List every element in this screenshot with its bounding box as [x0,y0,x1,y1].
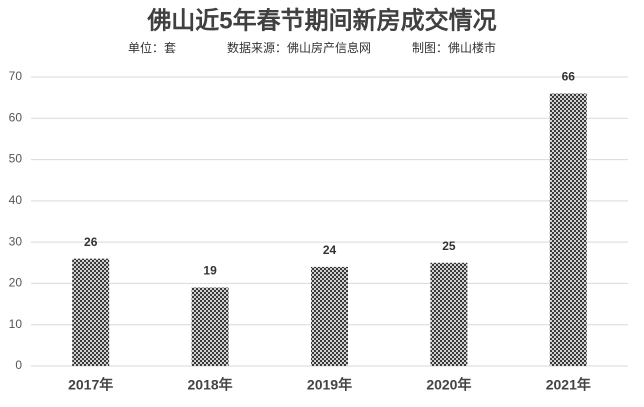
data-label: 66 [562,70,576,84]
y-tick-label: 50 [9,152,23,166]
x-tick-label: 2021年 [546,377,591,393]
y-tick-label: 60 [9,110,23,124]
y-tick-label: 70 [9,69,23,83]
y-tick-label: 20 [9,276,23,290]
bar [311,266,348,366]
x-tick-label: 2020年 [426,377,471,393]
y-tick-label: 40 [9,193,23,207]
y-tick-label: 10 [9,317,23,331]
unit-note: 单位：套 [128,40,176,55]
credit-note: 制图：佛山楼市 [412,40,496,55]
bar [72,258,110,366]
bar [549,93,587,366]
x-tick-label: 2017年 [68,377,113,393]
source-note: 数据来源：佛山房产信息网 [227,40,371,55]
data-label: 24 [323,243,337,257]
chart-title: 佛山近5年春节期间新房成交情况 [146,6,496,34]
bar [430,262,468,366]
data-label: 19 [203,264,217,278]
bar [191,287,229,366]
data-label: 26 [84,235,98,249]
y-tick-label: 0 [15,358,22,372]
data-label: 25 [442,239,456,253]
x-tick-label: 2019年 [307,377,352,393]
y-tick-label: 30 [9,234,23,248]
x-tick-label: 2018年 [188,377,233,393]
